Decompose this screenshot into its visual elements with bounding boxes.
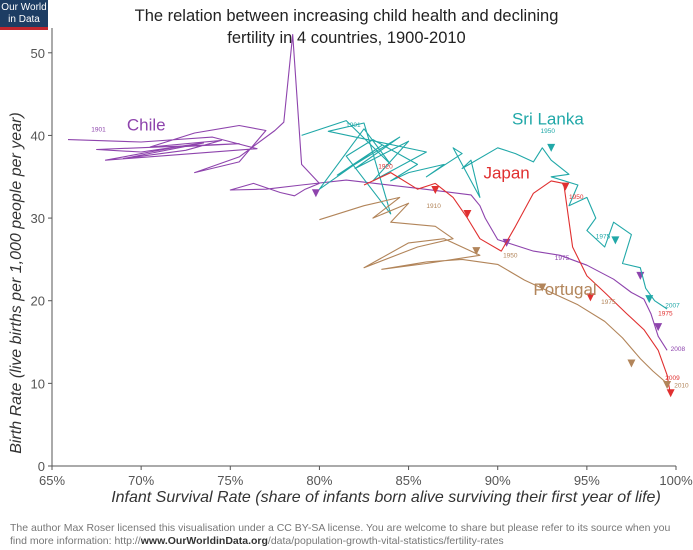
chart-axes: 65% 70% 75% 80% 85% 90% 95% 100% 0 10 20 30 40 50 bbox=[31, 28, 693, 488]
x-tick-label: 95% bbox=[574, 473, 600, 488]
japan-year-label: 1920 bbox=[378, 163, 393, 170]
portugal-series-label: Portugal bbox=[533, 280, 596, 299]
japan-direction-marker bbox=[431, 185, 440, 194]
series-layer: 1901 1975 2008 Chile 1901 1950 1975 2007 Sri Lan… bbox=[67, 34, 689, 398]
x-tick-label: 85% bbox=[396, 473, 422, 488]
sri-lanka-line bbox=[301, 120, 668, 310]
footer-line-1: The author Max Roser licensed this visua… bbox=[10, 522, 671, 534]
source-link[interactable]: www.OurWorldinData.org bbox=[140, 535, 268, 547]
y-tick-label: 50 bbox=[31, 46, 45, 61]
logo-line-2: in Data bbox=[8, 14, 40, 25]
sri-lanka-year-label: 1950 bbox=[541, 128, 556, 135]
portugal-year-label: 1950 bbox=[503, 253, 518, 260]
y-tick-label: 0 bbox=[38, 459, 45, 474]
sri-lanka-year-label: 2007 bbox=[665, 302, 680, 309]
japan-direction-marker bbox=[463, 209, 472, 218]
chile-direction-marker bbox=[654, 323, 663, 332]
chile-series-label: Chile bbox=[127, 115, 166, 134]
japan-series-label: Japan bbox=[483, 163, 529, 182]
series-chile: 1901 1975 2008 Chile bbox=[67, 34, 686, 353]
chart-title-line-2: fertility in 4 countries, 1900-2010 bbox=[227, 29, 466, 47]
sri-lanka-direction-marker bbox=[611, 236, 620, 245]
chile-line bbox=[67, 34, 668, 351]
portugal-direction-marker bbox=[663, 381, 672, 390]
x-tick-label: 65% bbox=[39, 473, 65, 488]
x-tick-label: 100% bbox=[659, 473, 693, 488]
chile-year-label: 1901 bbox=[91, 126, 106, 133]
x-tick-label: 70% bbox=[128, 473, 154, 488]
portugal-year-label: 2010 bbox=[674, 382, 689, 389]
license-footer: The author Max Roser licensed this visua… bbox=[10, 522, 690, 548]
portugal-direction-marker bbox=[627, 359, 636, 368]
sri-lanka-series-label: Sri Lanka bbox=[512, 110, 584, 129]
y-tick-label: 20 bbox=[31, 294, 45, 309]
chile-year-label: 2008 bbox=[671, 346, 686, 353]
footer-prefix: find more information: http:// bbox=[10, 535, 141, 547]
japan-line bbox=[363, 172, 672, 396]
portugal-year-label: 1910 bbox=[426, 203, 441, 210]
footer-suffix: /data/population-growth-vital-statistics… bbox=[267, 535, 504, 547]
owid-logo: Our World in Data bbox=[0, 0, 48, 30]
y-tick-label: 30 bbox=[31, 211, 45, 226]
y-axis-title: Birth Rate (live births per 1,000 people… bbox=[8, 112, 25, 454]
sri-lanka-direction-marker bbox=[645, 295, 654, 304]
sri-lanka-year-label: 1975 bbox=[596, 234, 611, 241]
sri-lanka-direction-marker bbox=[547, 143, 556, 152]
chart-title: The relation between increasing child he… bbox=[0, 5, 693, 49]
x-tick-label: 90% bbox=[485, 473, 511, 488]
logo-line-1: Our World bbox=[1, 2, 47, 13]
japan-direction-marker bbox=[666, 389, 675, 398]
portugal-direction-marker bbox=[538, 283, 547, 292]
chile-year-label: 1975 bbox=[555, 255, 570, 262]
y-tick-label: 40 bbox=[31, 128, 45, 143]
series-japan: 1920 1950 1975 2009 Japan bbox=[363, 163, 680, 398]
series-sri-lanka: 1901 1950 1975 2007 Sri Lanka bbox=[301, 110, 680, 310]
japan-year-label: 1950 bbox=[569, 194, 584, 201]
japan-year-label: 2009 bbox=[665, 375, 680, 382]
y-tick-label: 10 bbox=[31, 376, 45, 391]
japan-direction-marker bbox=[586, 293, 595, 302]
chart-title-line-1: The relation between increasing child he… bbox=[134, 7, 559, 25]
x-axis-title: Infant Survival Rate (share of infants b… bbox=[111, 489, 661, 506]
portugal-direction-marker bbox=[472, 247, 481, 256]
series-portugal: 1910 1950 1975 2010 Portugal bbox=[319, 196, 689, 390]
sri-lanka-year-label: 1901 bbox=[346, 122, 361, 129]
chile-direction-marker bbox=[311, 189, 320, 198]
japan-direction-marker bbox=[561, 182, 570, 191]
japan-year-label: 1975 bbox=[658, 311, 673, 318]
portugal-line bbox=[319, 196, 668, 384]
portugal-year-label: 1975 bbox=[601, 299, 616, 306]
x-tick-label: 80% bbox=[306, 473, 332, 488]
x-tick-label: 75% bbox=[217, 473, 243, 488]
